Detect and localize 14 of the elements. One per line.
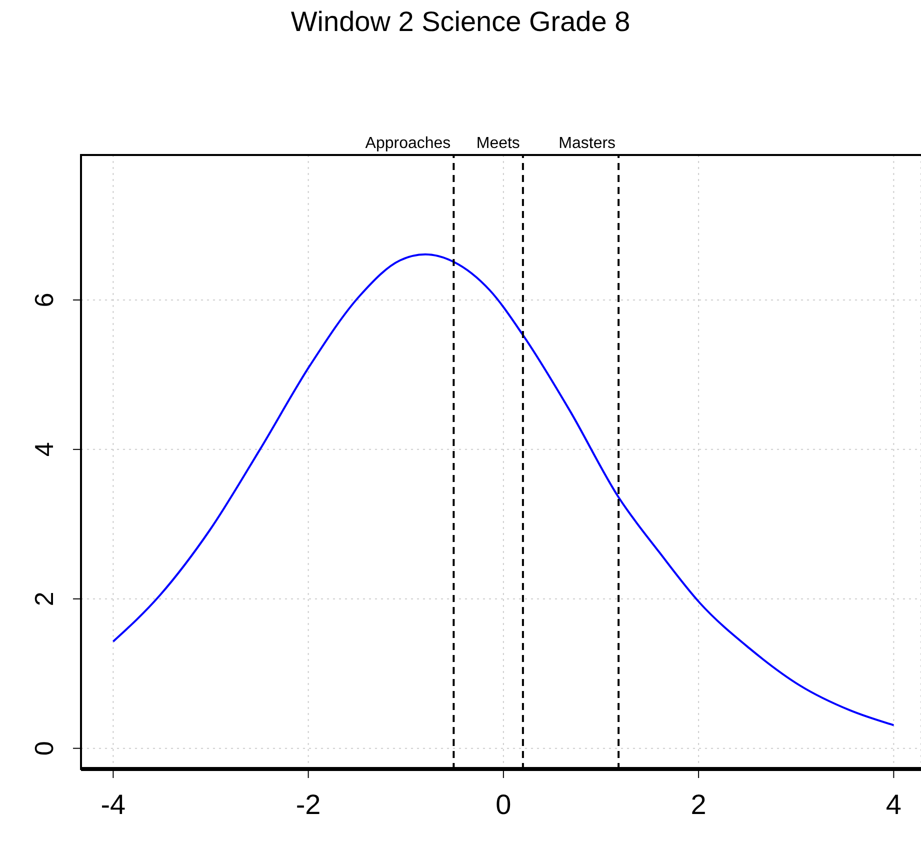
y-tick-label: 6	[29, 292, 59, 308]
x-tick-label: 4	[886, 788, 902, 820]
x-tick-label: -2	[296, 788, 321, 820]
y-tick-label: 2	[29, 592, 59, 606]
x-tick-label: 0	[496, 788, 512, 820]
ref-line-label: Approaches	[365, 135, 451, 152]
ref-line-label: Masters	[558, 135, 616, 152]
y-tick-label: 4	[29, 442, 59, 457]
chart-title: Window 2 Science Grade 8	[290, 6, 632, 38]
x-tick-label: 2	[690, 788, 706, 820]
y-tick-label: 0	[29, 741, 59, 756]
line-series	[112, 253, 895, 726]
x-tick-label: -4	[100, 788, 126, 820]
ref-line-label: Meets	[476, 135, 520, 152]
